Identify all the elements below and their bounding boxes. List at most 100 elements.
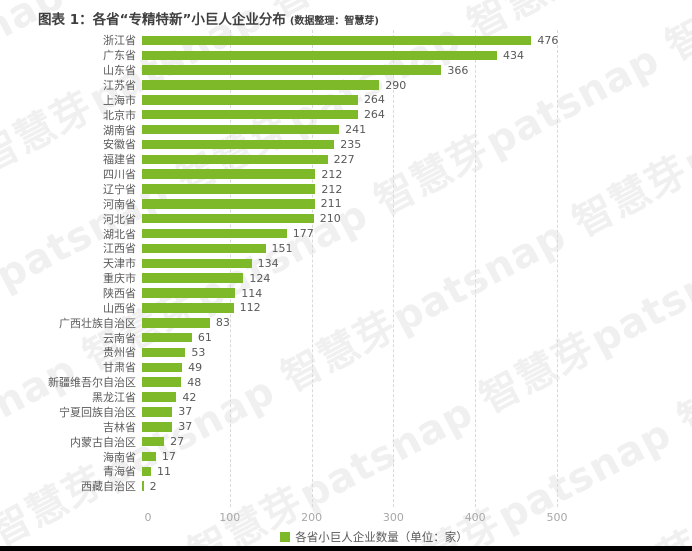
value-label: 290 [385,78,407,92]
bar-row: 黑龙江省 42 [0,390,692,405]
bar [142,436,165,447]
bar-row: 四川省 212 [0,167,692,182]
bar [142,347,186,358]
gridline-layer [148,30,568,507]
bar-row: 河南省 211 [0,196,692,211]
value-label: 83 [215,316,230,330]
value-label: 2 [149,479,157,493]
bar-row: 吉林省 37 [0,419,692,434]
bar-row: 西藏自治区 2 [0,479,692,494]
value-label: 37 [178,405,193,419]
bar-row: 内蒙古自治区 27 [0,434,692,449]
bar [142,184,316,194]
bar [142,481,144,491]
value-label: 48 [187,375,202,389]
bar-row: 湖北省 177 [0,226,692,241]
category-label: 江西省 [103,242,136,256]
category-label: 天津市 [103,257,136,271]
bar-row: 广西壮族自治区 83 [0,315,692,330]
category-label: 山东省 [103,64,136,78]
chart-subtitle: (数据整理：智慧芽) [289,16,379,27]
bottom-bar [0,546,692,551]
legend-swatch [280,532,291,542]
value-label: 366 [447,63,469,77]
gridline [311,30,313,507]
value-label: 211 [320,197,342,211]
value-label: 61 [197,331,212,345]
bar-row: 广东省 434 [0,48,692,63]
value-label: 42 [182,390,197,404]
category-label: 黑龙江省 [92,391,136,405]
category-label: 海南省 [103,450,136,464]
bar [142,451,156,462]
category-label: 安徽省 [103,138,136,152]
category-label: 湖南省 [103,123,136,137]
value-label: 17 [161,449,176,463]
bar-row: 江西省 151 [0,241,692,256]
bar-row: 江苏省 290 [0,78,692,93]
gridline [475,30,477,507]
bar [142,392,177,402]
bar [142,466,151,477]
bar [142,407,173,417]
x-axis: 0 100 200 300 400 500 [144,511,568,525]
value-label: 476 [537,33,559,47]
value-label: 212 [321,182,343,196]
category-label: 西藏自治区 [81,480,136,494]
value-label: 124 [249,271,271,285]
bar-row: 海南省 17 [0,449,692,464]
bar-row: 湖南省 241 [0,122,692,137]
gridline [557,30,558,507]
value-label: 264 [363,108,385,122]
x-tick-label: 200 [301,511,323,524]
bar [142,139,335,150]
category-label: 广东省 [103,49,136,63]
bar-row: 陕西省 114 [0,286,692,301]
bar-row: 浙江省 476 [0,33,692,48]
gridline [393,30,395,507]
bar [142,199,315,209]
legend: 各省小巨人企业数量（单位：家） [0,529,692,545]
bar [142,50,497,61]
x-tick-label: 500 [546,511,568,524]
value-label: 151 [271,241,293,255]
bar-row: 河北省 210 [0,211,692,226]
x-tick-label: 0 [144,511,152,524]
bar [142,377,182,387]
category-label: 上海市 [103,93,136,107]
bar [142,109,358,120]
bar-row: 重庆市 124 [0,271,692,286]
category-label: 福建省 [103,153,136,167]
bar [142,95,358,105]
bar [142,422,173,432]
bar [142,258,252,269]
category-label: 吉林省 [103,420,136,434]
bar-row: 安徽省 235 [0,137,692,152]
category-label: 重庆市 [103,272,136,286]
bar-row: 宁夏回族自治区 37 [0,404,692,419]
bar [142,243,266,254]
bar [142,318,210,328]
value-label: 27 [170,435,185,449]
value-label: 241 [345,123,367,137]
value-label: 210 [319,212,341,226]
bar [142,273,244,283]
category-label: 甘肃省 [103,361,136,375]
bar [142,303,234,313]
category-label: 贵州省 [103,346,136,360]
bar [142,65,442,75]
bar [142,169,316,179]
category-label: 河南省 [103,197,136,211]
value-label: 235 [340,137,362,151]
value-label: 134 [257,256,279,270]
bar [142,213,314,224]
category-label: 湖北省 [103,227,136,241]
bar-row: 山东省 366 [0,63,692,78]
value-label: 11 [156,464,171,478]
bar [142,228,287,239]
bar [142,362,183,373]
value-label: 177 [292,227,314,241]
bar-row: 天津市 134 [0,256,692,271]
category-label: 新疆维吾尔自治区 [48,376,136,390]
